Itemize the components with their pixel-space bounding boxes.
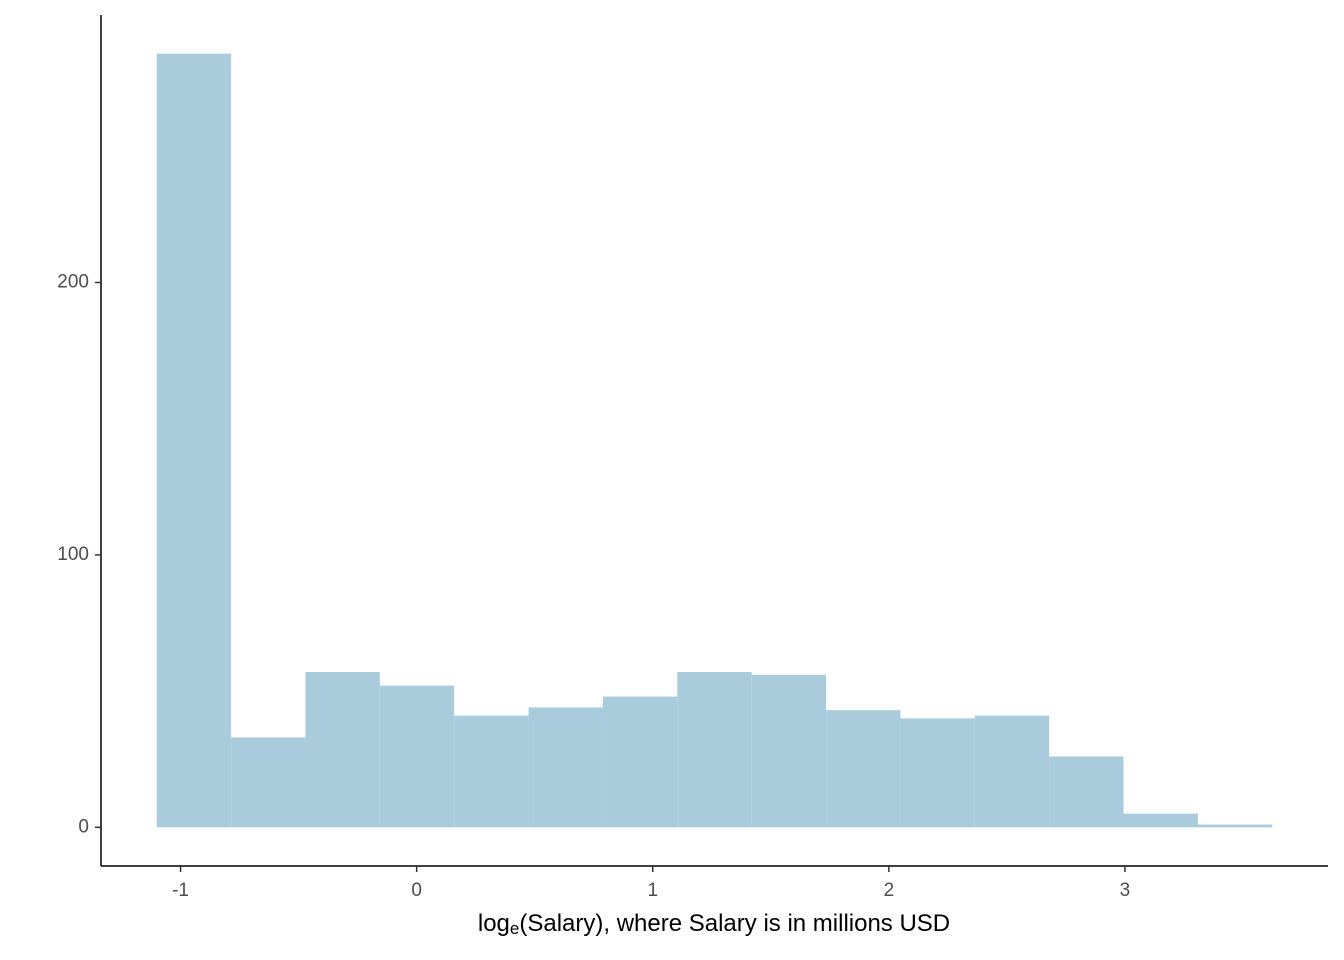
bar	[974, 715, 1050, 828]
y-tick-label: 0	[78, 816, 89, 837]
bar	[677, 672, 752, 828]
bar	[900, 718, 975, 828]
bar	[1123, 813, 1198, 828]
x-tick-label: -1	[172, 880, 189, 901]
bar	[826, 710, 901, 828]
x-tick-label: 2	[884, 880, 895, 901]
bar	[379, 685, 455, 828]
x-tick-label: 1	[647, 880, 658, 901]
y-tick-label: 200	[57, 272, 89, 293]
bar	[751, 674, 827, 828]
bar	[156, 53, 232, 828]
x-title-part: log	[478, 910, 510, 937]
x-tick-label: 3	[1120, 880, 1131, 901]
x-axis-title: loge(Salary), where Salary is in million…	[478, 910, 950, 938]
bar	[231, 737, 306, 828]
bar	[1049, 756, 1124, 828]
bar	[1197, 824, 1273, 828]
bar	[528, 707, 603, 828]
bar	[454, 715, 529, 828]
x-tick-label: 0	[411, 880, 422, 901]
bar	[602, 696, 678, 828]
y-tick-label: 100	[57, 544, 89, 565]
x-title-subscript: e	[510, 919, 519, 938]
bar	[305, 672, 380, 828]
x-title-part: (Salary), where Salary is in millions US…	[519, 910, 950, 937]
